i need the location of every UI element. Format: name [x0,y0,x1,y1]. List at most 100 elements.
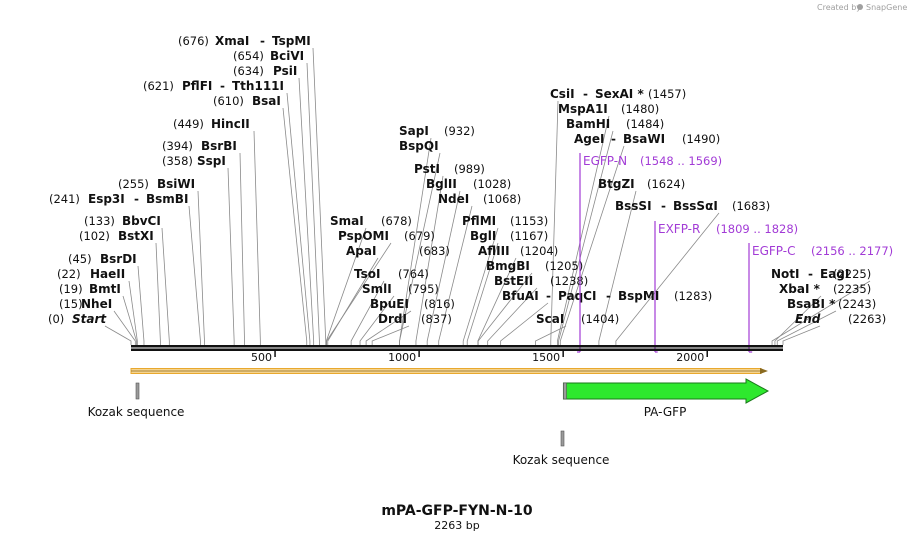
site-bgli-leader [466,242,499,345]
site-start[interactable]: (0) Start [48,312,107,326]
orf-arrow-head [760,368,768,374]
site-bcivi-position: (654) [233,49,264,63]
site-bpuei-name: BpuEI [370,297,409,311]
site-ndei[interactable]: (1068) NdeI [438,192,521,206]
feature-kozak-sequence-2[interactable]: Kozak sequence [513,430,610,467]
site-hincii-leader [253,130,261,345]
site-drdi[interactable]: (837) DrdI [378,312,452,326]
site-bsabi[interactable]: (2243)BsaBI * [787,297,876,311]
site-agei-dash: - [611,132,616,146]
site-bfuai-name: BfuAI [502,289,539,303]
feature-kozak-sequence-0[interactable]: Kozak sequence [88,382,185,419]
site-noti-name: NotI [771,267,800,281]
site-sapi-position: (932) [444,124,475,138]
site-hincii-position: (449) [173,117,204,131]
site-bfuai-position: (1283) [674,289,712,303]
site-bsssi[interactable]: (1683) BssSI - BssSαI [615,199,770,213]
site-bsrbi[interactable]: (394) BsrBI [162,139,237,153]
site-bcivi[interactable]: (654) BciVI [233,49,304,63]
site-bsai-leader [282,107,308,345]
site-bmgbi[interactable]: (1205) BmgBI [486,259,583,273]
site-end[interactable]: (2263) End [795,312,886,326]
site-pflmi-position: (1153) [510,214,548,228]
site-haeii-position: (22) [57,267,81,281]
site-bmti[interactable]: (19) BmtI [59,282,121,296]
site-bbvci-name: BbvCI [122,214,161,228]
site-bmti-leader [122,295,137,345]
site-bpuei[interactable]: (816) BpuEI [370,297,455,311]
site-xbai[interactable]: (2235) XbaI * [779,282,871,296]
site-smli[interactable]: (795) SmlI [362,282,439,296]
site-btgzi[interactable]: (1624) BtgZI [598,177,685,191]
site-bstxi[interactable]: (102) BstXI [79,229,154,243]
site-mspa1i-name: MspA1I [558,102,608,116]
site-psti[interactable]: (989) PstI [414,162,485,176]
primer-egfp-n-name: EGFP-N [583,154,627,168]
site-tsoi-position: (764) [398,267,429,281]
site-xmai-partner: TspMI [272,34,311,48]
site-bbvci[interactable]: (133) BbvCI [84,214,161,228]
site-mspa1i[interactable]: (1480) MspA1I [558,102,659,116]
site-smai[interactable]: (678) SmaI [330,214,412,228]
site-bsrdi[interactable]: (45) BsrDI [68,252,137,266]
primer-egfp-c[interactable]: EGFP-C (2156 .. 2177) [748,243,893,353]
site-agei[interactable]: (1490) AgeI - BsaWI [574,132,720,146]
site-scai[interactable]: (1404) ScaI [536,312,619,326]
site-bspqi-leader [399,152,441,345]
site-haeii[interactable]: (22) HaeII [57,267,125,281]
site-bmti-name: BmtI [89,282,121,296]
site-start-leader [104,325,132,345]
site-pflmi-leader [462,227,499,345]
site-bsteii-position: (1238) [550,274,588,288]
site-noti[interactable]: (2225) NotI - EagI [771,267,871,281]
site-sspi-leader [227,167,235,345]
site-psti-position: (989) [454,162,485,176]
site-bsssi-partner: BssSαI [673,199,718,213]
site-nhei[interactable]: (15)NheI [59,297,112,311]
primer-exfp-r[interactable]: EXFP-R (1809 .. 1828) [654,221,798,353]
site-xmai[interactable]: (676) XmaI - TspMI [178,34,311,48]
site-start-position: (0) [48,312,64,326]
site-tsoi[interactable]: (764) TsoI [354,267,429,281]
site-hincii[interactable]: (449) HincII [173,117,250,131]
site-psii[interactable]: (634) PsiI [233,64,297,78]
site-bstxi-position: (102) [79,229,110,243]
site-bsai[interactable]: (610) BsaI [213,94,281,108]
site-pspomi[interactable]: (679) PspOMI [338,229,435,243]
site-bgli[interactable]: (1167) BglI [470,229,548,243]
site-csii[interactable]: (1457) CsiI - SexAI * [550,87,686,101]
site-bamhi[interactable]: (1484) BamHI [566,117,664,131]
site-bsssi-leader [615,212,720,345]
site-pflmi[interactable]: (1153) PflMI [462,214,548,228]
site-apai-position: (683) [419,244,450,258]
site-agei-leader [559,145,625,345]
site-end-name: End [795,312,821,326]
site-esp3i[interactable]: (241) Esp3I - BsmBI [49,192,188,206]
site-bpuei-leader [365,310,412,345]
site-xbai-name: XbaI * [779,282,821,296]
site-bspqi[interactable]: BspQI [399,139,439,153]
site-btgzi-leader [598,190,637,345]
position-ruler: 500 1000 1500 2000 [251,351,708,364]
site-bfuai[interactable]: (1283)BfuAI - PaqCI - BspMI [502,289,712,303]
site-esp3i-partner: BsmBI [146,192,188,206]
site-bfuai-partner-2: BspMI [618,289,659,303]
feature-track: Kozak sequence PA-GFP Kozak sequence [88,378,770,467]
site-apai[interactable]: (683) ApaI [346,244,450,258]
site-pflfi[interactable]: (621) PflFI - Tth111I [143,79,284,93]
site-bsteii[interactable]: (1238) BstEII [494,274,588,288]
feature-pa-gfp-1[interactable]: PA-GFP [562,378,770,419]
site-bbvci-position: (133) [84,214,115,228]
site-bsiwi-position: (255) [118,177,149,191]
primer-egfp-n[interactable]: EGFP-N (1548 .. 1569) [576,153,722,353]
site-smai-position: (678) [381,214,412,228]
site-bsrdi-name: BsrDI [100,252,137,266]
orf-arrow[interactable] [130,368,768,374]
site-sapi[interactable]: (932) SapI [399,124,475,138]
site-sspi[interactable]: (358) SspI [162,154,226,168]
site-afliii[interactable]: (1204) AflIII [478,244,558,258]
site-bglii[interactable]: (1028) BglII [426,177,511,191]
ruler-tick-label: 1000 [388,351,416,364]
site-bsiwi[interactable]: (255) BsiWI [118,177,195,191]
site-sspi-name: SspI [197,154,226,168]
